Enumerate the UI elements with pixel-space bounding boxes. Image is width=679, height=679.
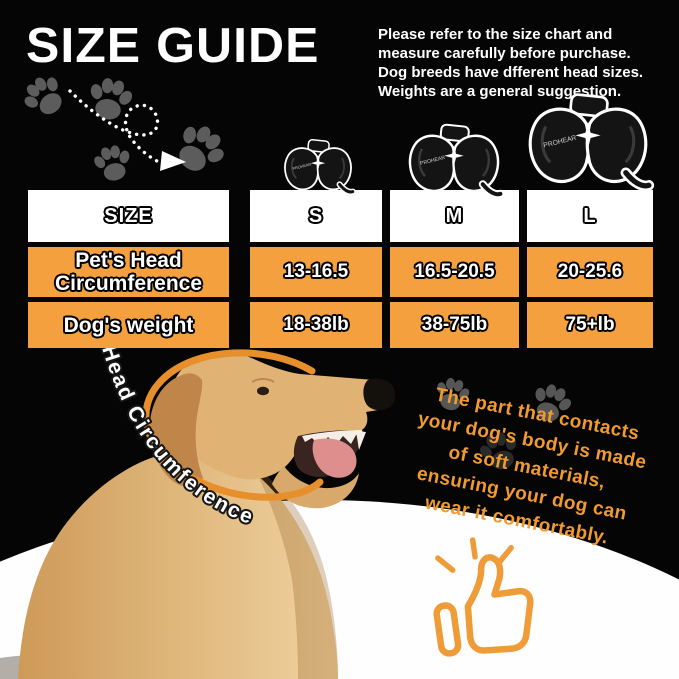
table-cell: 38-75lb [390,302,519,348]
intro-line: Weights are a general suggestion. [378,83,622,100]
table-cell: 18-38lb [250,302,382,348]
table-row-label-head-circumference: Pet's Head Circumference [28,247,229,297]
table-row-label-dogs-weight: Dog's weight [28,302,229,348]
column-label-l: L [583,204,597,227]
table-header-cell-m: M [390,190,519,242]
table-header-cell-size: SIZE [28,190,229,242]
table-cell: 13-16.5 [250,247,382,297]
earmuff-medium-image [411,125,500,194]
dotted-arrow-icon [68,89,186,171]
intro-line: Dog breeds have dfferent head sizes. [378,64,644,81]
intro-line: Please refer to the size chart and [378,26,613,43]
page-title: SIZE GUIDE [26,19,320,73]
head-circumference-label: Head Circumference [97,343,257,530]
intro-text: Please refer to the size chart and measu… [378,25,678,101]
table-cell: 16.5-20.5 [390,247,519,297]
column-label-m: M [445,204,464,227]
size-header-label: SIZE [104,204,153,227]
intro-line: measure carefully before purchase. [378,45,631,62]
paw-print-icon [15,67,235,185]
table-header-cell-s: S [250,190,382,242]
earmuff-small-image [286,140,353,192]
table-cell: 20-25.6 [527,247,653,297]
table-header-cell-l: L [527,190,653,242]
table-cell: 75+lb [527,302,653,348]
measuring-band [142,349,324,501]
column-label-s: S [308,204,324,227]
earmuff-large-image [532,95,649,185]
